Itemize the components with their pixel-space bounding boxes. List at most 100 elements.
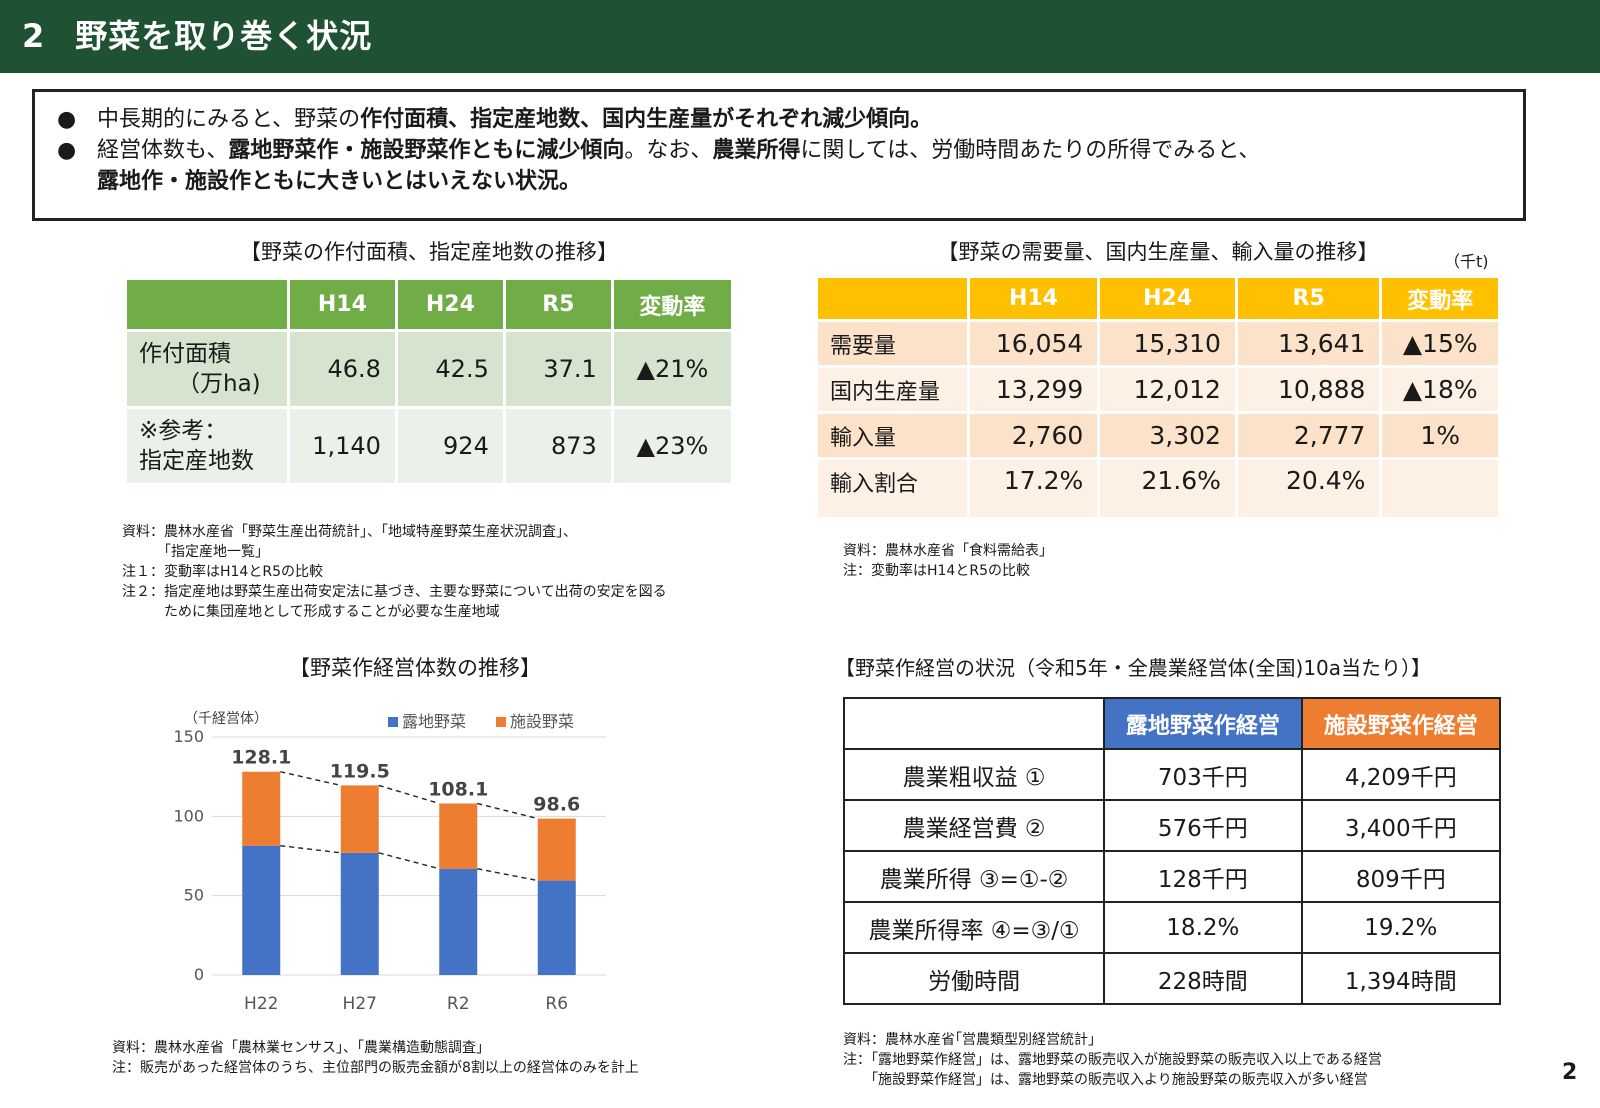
table-cell: 2,777 <box>1234 411 1383 460</box>
summary-text: 中長期的にみると、野菜の <box>97 107 361 132</box>
total-label: 108.1 <box>428 778 488 800</box>
legend-swatch-outdoor <box>388 717 398 727</box>
table-row: 作付面積 （万ha) 46.8 42.5 37.1 ▲21% <box>124 329 735 409</box>
table-cell: 16,054 <box>966 319 1101 368</box>
table-header-row: 露地野菜作経営 施設野菜作経営 <box>842 697 1502 750</box>
row-label: ※参考： 指定産地数 <box>124 406 290 486</box>
summary-text: 経営体数も、 <box>97 138 229 163</box>
change-rate-cell: ▲18% <box>1379 365 1501 414</box>
table-cell: 924 <box>394 406 506 486</box>
table-cell: 37.1 <box>502 329 614 409</box>
trend-line-outdoor <box>477 868 538 882</box>
summary-text: 。なお、 <box>624 138 713 163</box>
bullet-icon: ● <box>57 138 77 163</box>
total-label: 98.6 <box>533 794 580 816</box>
table-header-cell: H14 <box>966 275 1101 322</box>
x-tick-label: R6 <box>545 994 568 1014</box>
summary-bold: 露地野菜作・施設野菜作ともに減少傾向 <box>228 138 625 163</box>
table-header-row: H14 H24 R5 変動率 <box>124 277 735 332</box>
table1-caption: 【野菜の作付面積、指定産地数の推移】 <box>240 240 618 264</box>
chart-caption: 【野菜作経営体数の推移】 <box>289 656 541 680</box>
table-cell: 1,394時間 <box>1300 952 1502 1005</box>
row-label: 国内生産量 <box>815 365 970 414</box>
bar-outdoor <box>439 868 478 975</box>
table-header-cell <box>842 697 1106 750</box>
row-label: 作付面積 （万ha) <box>124 329 290 409</box>
table-header-cell: R5 <box>1234 275 1383 322</box>
supply-demand-table: H14 H24 R5 変動率 需要量 16,054 15,310 13,641 … <box>815 275 1501 520</box>
planted-area-table: H14 H24 R5 変動率 作付面積 （万ha) 46.8 42.5 37.1 … <box>124 277 735 486</box>
table-cell: 21.6% <box>1097 457 1238 520</box>
row-label: 輸入量 <box>815 411 970 460</box>
table-header-cell: 変動率 <box>1379 275 1501 322</box>
table-cell: 19.2% <box>1300 901 1502 954</box>
bar-greenhouse <box>242 771 281 846</box>
page-header: 2 野菜を取り巻く状況 <box>0 0 1600 73</box>
table-row: 輸入割合 17.2% 21.6% 20.4% <box>815 457 1501 520</box>
row-label: 需要量 <box>815 319 970 368</box>
table-header-row: H14 H24 R5 変動率 <box>815 275 1501 322</box>
bar-outdoor <box>340 852 379 975</box>
table-row: 需要量 16,054 15,310 13,641 ▲15% <box>815 319 1501 368</box>
y-tick-label: 150 <box>173 727 204 746</box>
bar-outdoor <box>537 880 576 975</box>
table-cell: 809千円 <box>1300 850 1502 903</box>
table-cell: 576千円 <box>1103 799 1303 852</box>
page-title: 野菜を取り巻く状況 <box>75 17 373 55</box>
table-header-cell: R5 <box>502 277 614 332</box>
row-label-line: 指定産地数 <box>139 448 254 474</box>
table-header-cell <box>124 277 290 332</box>
row-label-line: ※参考： <box>139 418 228 444</box>
summary-line-1: ● 中長期的にみると、野菜の作付面積、指定産地数、国内生産量がそれぞれ減少傾向。 <box>57 104 1501 135</box>
row-label-line: （万ha) <box>177 371 261 397</box>
trend-line-total <box>378 784 440 805</box>
table-row: 国内生産量 13,299 12,012 10,888 ▲18% <box>815 365 1501 414</box>
y-tick-label: 50 <box>184 886 204 905</box>
table-row: 農業所得 ③=①-② 128千円 809千円 <box>842 850 1502 903</box>
trend-lines <box>280 771 538 882</box>
table-cell: 20.4% <box>1234 457 1383 520</box>
table-cell: 18.2% <box>1103 901 1303 954</box>
table-row: 労働時間 228時間 1,394時間 <box>842 952 1502 1005</box>
change-rate-cell: ▲21% <box>610 329 735 409</box>
table-cell: 4,209千円 <box>1300 748 1502 801</box>
summary-bold: 作付面積、指定産地数、国内生産量がそれぞれ減少傾向。 <box>360 107 933 132</box>
table-row: 農業経営費 ② 576千円 3,400千円 <box>842 799 1502 852</box>
trend-line-total <box>477 802 538 820</box>
y-tick-label: 0 <box>194 965 204 984</box>
x-tick-label: H22 <box>244 994 278 1014</box>
chart-labels: 128.1 H22 119.5 H27 108.1 R2 98.6 R6 <box>231 747 580 1014</box>
row-label: 農業経営費 ② <box>842 799 1106 852</box>
table1-notes: 資料：農林水産省「野菜生産出荷統計」、「地域特産野菜生産状況調査」、 「指定産地… <box>122 524 667 620</box>
legend-swatch-greenhouse <box>496 717 506 727</box>
section-number: 2 <box>22 17 46 55</box>
table-cell: 13,299 <box>966 365 1101 414</box>
row-label-line: 作付面積 <box>139 341 231 367</box>
summary-bold: 農業所得 <box>712 138 801 163</box>
trend-line-total <box>280 771 341 787</box>
table-cell: 228時間 <box>1103 952 1303 1005</box>
table-cell: 703千円 <box>1103 748 1303 801</box>
bar-greenhouse <box>340 785 379 853</box>
table-header-cell: H24 <box>394 277 506 332</box>
farm-count-chart: （千経営体） 露地野菜 施設野菜 0 50 100 150 128.1 H22 119.5… <box>173 711 606 1014</box>
table-header-cell: 変動率 <box>610 277 735 332</box>
table-cell: 873 <box>502 406 614 486</box>
row-label: 輸入割合 <box>815 457 970 520</box>
table-cell: 17.2% <box>966 457 1101 520</box>
chart-notes: 資料：農林水産省「農林業センサス」、「農業構造動態調査」 注：販売があった経営体… <box>112 1040 639 1076</box>
trend-line-outdoor <box>378 852 440 870</box>
change-rate-cell: ▲15% <box>1379 319 1501 368</box>
summary-box: ● 中長期的にみると、野菜の作付面積、指定産地数、国内生産量がそれぞれ減少傾向。… <box>32 89 1526 221</box>
x-tick-label: H27 <box>343 994 377 1014</box>
table-cell: 12,012 <box>1097 365 1238 414</box>
table-header-cell: 施設野菜作経営 <box>1300 697 1502 750</box>
table2-unit: （千t) <box>1444 252 1489 271</box>
table-cell: 42.5 <box>394 329 506 409</box>
table-row: 農業粗収益 ① 703千円 4,209千円 <box>842 748 1502 801</box>
y-tick-label: 100 <box>173 806 204 825</box>
row-label: 農業所得率 ④=③/① <box>842 901 1106 954</box>
table-cell: 10,888 <box>1234 365 1383 414</box>
bar-outdoor <box>242 845 281 975</box>
table-header-cell: H24 <box>1097 275 1238 322</box>
